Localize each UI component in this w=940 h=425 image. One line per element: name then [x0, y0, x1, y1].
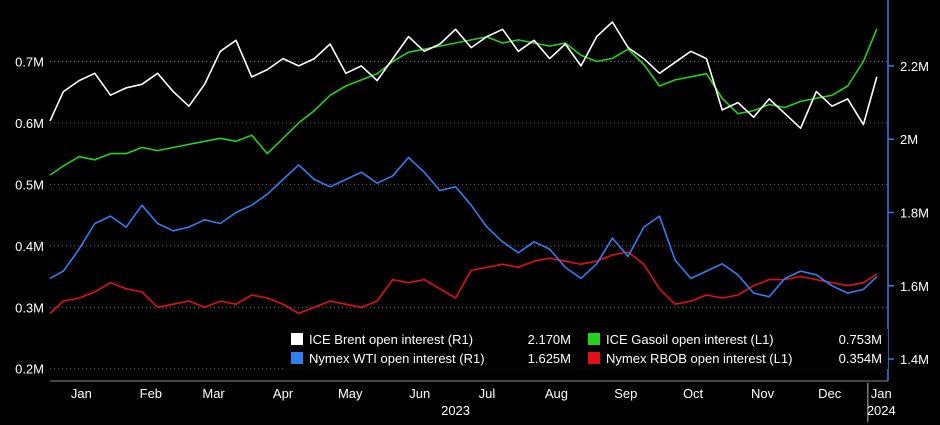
legend-value-wti: 1.625M — [528, 351, 571, 366]
x-tick-label: Oct — [683, 386, 704, 401]
x-tick-label: Sep — [614, 386, 637, 401]
legend-swatch-brent — [291, 333, 303, 345]
legend-value-gasoil: 0.753M — [839, 332, 882, 347]
right-tick-label: 2M — [900, 132, 918, 147]
x-tick-label: May — [338, 386, 363, 401]
legend-label-rbob: Nymex RBOB open interest (L1) — [606, 351, 792, 366]
legend-swatch-wti — [291, 352, 303, 364]
legend-swatch-gasoil — [588, 333, 600, 345]
series-line-rbob — [49, 251, 878, 315]
left-tick-label: 0.7M — [15, 54, 44, 69]
left-tick-label: 0.3M — [15, 300, 44, 315]
x-tick-label: Nov — [751, 386, 775, 401]
legend-label-brent: ICE Brent open interest (R1) — [309, 332, 473, 347]
legend-entry-gasoil: ICE Gasoil open interest (L1) 0.753M — [588, 332, 882, 347]
series-line-gasoil — [49, 28, 878, 176]
left-tick-label: 0.6M — [15, 116, 44, 131]
legend-value-brent: 2.170M — [528, 332, 571, 347]
x-tick-label: Jul — [479, 386, 496, 401]
legend-background — [283, 329, 888, 369]
legend-swatch-rbob — [588, 352, 600, 364]
year-label: 2023 — [441, 403, 470, 418]
legend-entry-rbob: Nymex RBOB open interest (L1) 0.354M — [588, 351, 882, 366]
legend: ICE Brent open interest (R1) 2.170M ICE … — [283, 329, 888, 369]
x-tick-label: Apr — [273, 386, 294, 401]
right-tick-label: 2.2M — [900, 59, 929, 74]
axes: 0.2M 0.3M 0.4M 0.5M 0.6M 0.7M 1.4M 1.6M 1.8M 2M 2.… — [15, 0, 929, 422]
legend-value-rbob: 0.354M — [839, 351, 882, 366]
series-lines — [49, 21, 878, 315]
year-label: 2024 — [867, 403, 896, 418]
right-tick-label: 1.8M — [900, 205, 929, 220]
left-tick-label: 0.5M — [15, 177, 44, 192]
series-line-brent — [49, 21, 878, 129]
legend-entry-wti: Nymex WTI open interest (R1) 1.625M — [291, 351, 571, 366]
right-tick-label: 1.6M — [900, 279, 929, 294]
legend-entry-brent: ICE Brent open interest (R1) 2.170M — [291, 332, 571, 347]
right-tick-label: 1.4M — [900, 352, 929, 367]
x-tick-label: Jan — [71, 386, 92, 401]
x-tick-label: Jun — [409, 386, 430, 401]
x-tick-label: Jan — [871, 386, 892, 401]
left-tick-label: 0.4M — [15, 239, 44, 254]
x-tick-label: Feb — [140, 386, 162, 401]
legend-label-gasoil: ICE Gasoil open interest (L1) — [606, 332, 774, 347]
x-tick-label: Dec — [818, 386, 842, 401]
x-tick-label: Mar — [202, 386, 225, 401]
left-tick-label: 0.2M — [15, 362, 44, 377]
x-tick-label: Aug — [545, 386, 568, 401]
legend-label-wti: Nymex WTI open interest (R1) — [309, 351, 485, 366]
series-line-wti — [49, 156, 878, 298]
